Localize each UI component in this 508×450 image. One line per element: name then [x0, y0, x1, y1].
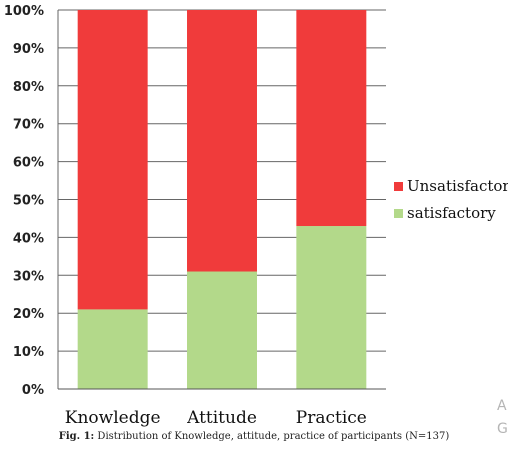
y-tick-label: 30%: [13, 269, 44, 284]
caption-text: Distribution of Knowledge, attitude, pra…: [94, 431, 450, 442]
bars: [77, 10, 367, 389]
legend-swatch: [394, 209, 403, 218]
y-tick-label: 50%: [13, 194, 44, 209]
stacked-bar-chart: 0% 10% 20% 30% 40% 50% 60% 70% 80% 90% 100% Knowle…: [4, 4, 508, 428]
side-mark-g: G: [497, 421, 508, 437]
bar-unsatisfactory-attitude: [187, 10, 257, 272]
bar-unsatisfactory-knowledge: [77, 10, 148, 310]
bar-unsatisfactory-practice: [296, 10, 367, 227]
y-tick-label: 0%: [22, 383, 44, 398]
legend: Unsatisfactory satisfactory: [394, 177, 508, 222]
y-tick-label: 40%: [13, 231, 44, 246]
y-tick-label: 100%: [4, 4, 44, 19]
side-mark-a: A: [497, 398, 507, 414]
x-axis-ticks: Knowledge Attitude Practice: [65, 408, 367, 428]
figure-caption: Fig. 1: Distribution of Knowledge, attit…: [0, 431, 508, 442]
y-tick-label: 90%: [13, 42, 44, 57]
y-tick-label: 80%: [13, 80, 44, 95]
bar-satisfactory-attitude: [187, 271, 257, 389]
x-tick-label: Knowledge: [65, 408, 161, 428]
y-tick-label: 60%: [13, 156, 44, 171]
legend-swatch: [394, 182, 403, 191]
legend-label: Unsatisfactory: [407, 177, 508, 195]
x-tick-label: Attitude: [186, 408, 257, 428]
bar-satisfactory-knowledge: [77, 309, 148, 389]
x-tick-label: Practice: [296, 408, 367, 428]
bar-satisfactory-practice: [296, 226, 367, 389]
legend-label: satisfactory: [407, 204, 496, 222]
y-tick-label: 70%: [13, 118, 44, 133]
caption-label: Fig. 1:: [58, 431, 95, 442]
y-axis-ticks: 0% 10% 20% 30% 40% 50% 60% 70% 80% 90% 100%: [4, 4, 44, 398]
y-tick-label: 20%: [13, 307, 44, 322]
y-tick-label: 10%: [13, 345, 44, 360]
